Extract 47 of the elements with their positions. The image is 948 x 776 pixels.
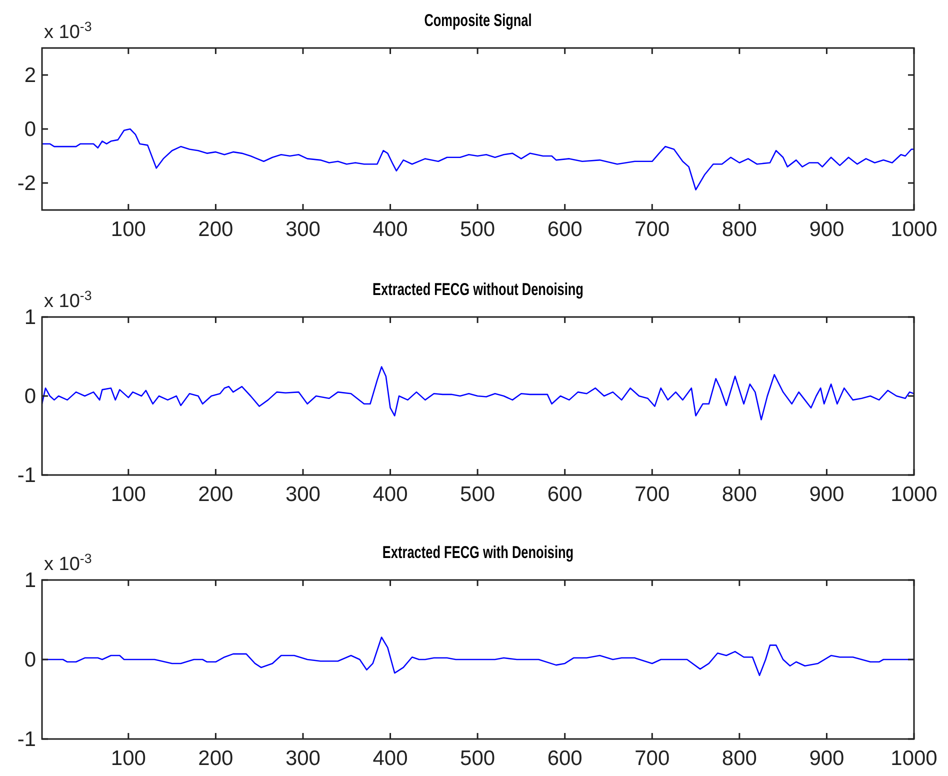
y-tick-label: 0 (24, 385, 36, 408)
y-tick-label: 0 (24, 118, 36, 141)
x-tick-label: 800 (722, 218, 757, 241)
x-tick-label: 300 (285, 483, 321, 506)
text: x 10$^{-3}$ (44, 550, 92, 575)
x-tick-label: 500 (460, 747, 496, 770)
x-tick-label: 1000 (890, 483, 938, 506)
x-tick-label: 700 (634, 218, 670, 241)
y-tick-label: 0 (24, 648, 36, 672)
x-tick-label: 600 (547, 483, 582, 506)
y-tick-label: 2 (24, 64, 36, 87)
x-tick-label: 400 (372, 218, 408, 241)
x-tick-label: 800 (722, 747, 757, 770)
x-tick-label: 200 (198, 483, 234, 506)
x-tick-label: 900 (809, 747, 844, 770)
x-tick-label: 100 (110, 747, 146, 770)
line-series (42, 366, 914, 420)
chart-title: Composite Signal (424, 11, 532, 31)
x-tick-label: 500 (460, 483, 496, 506)
x-tick-label: 200 (198, 747, 234, 770)
x-tick-label: 100 (110, 483, 146, 506)
text: x 10$^{-3}$ (44, 288, 92, 312)
x-tick-label: 1000 (890, 218, 938, 241)
y-tick-label: 1 (24, 569, 36, 592)
x-tick-label: 100 (110, 218, 146, 241)
chart-title: Extracted FECG without Denoising (372, 280, 584, 300)
chart-title: Extracted FECG with Denoising (382, 543, 574, 563)
x-tick-label: 400 (372, 483, 408, 506)
y-tick-label: 1 (24, 306, 36, 329)
x-tick-label: 1000 (890, 747, 938, 770)
y-tick-label: -1 (17, 464, 36, 487)
x-tick-label: 600 (547, 747, 582, 770)
x-tick-label: 700 (634, 483, 670, 506)
x-tick-label: 300 (285, 218, 321, 241)
x-tick-label: 300 (285, 747, 321, 770)
x-tick-label: 600 (547, 218, 582, 241)
y-tick-label: -2 (17, 172, 36, 195)
x-tick-label: 200 (198, 218, 234, 241)
x-tick-label: 700 (634, 747, 670, 770)
line-series (42, 128, 914, 190)
x-tick-label: 800 (722, 483, 757, 506)
y-tick-label: -1 (17, 728, 36, 751)
x-tick-label: 400 (372, 747, 408, 770)
x-tick-label: 500 (460, 218, 496, 241)
x-tick-label: 900 (809, 483, 844, 506)
x-tick-label: 900 (809, 218, 844, 241)
text: x 10$^{-3}$ (44, 18, 92, 43)
